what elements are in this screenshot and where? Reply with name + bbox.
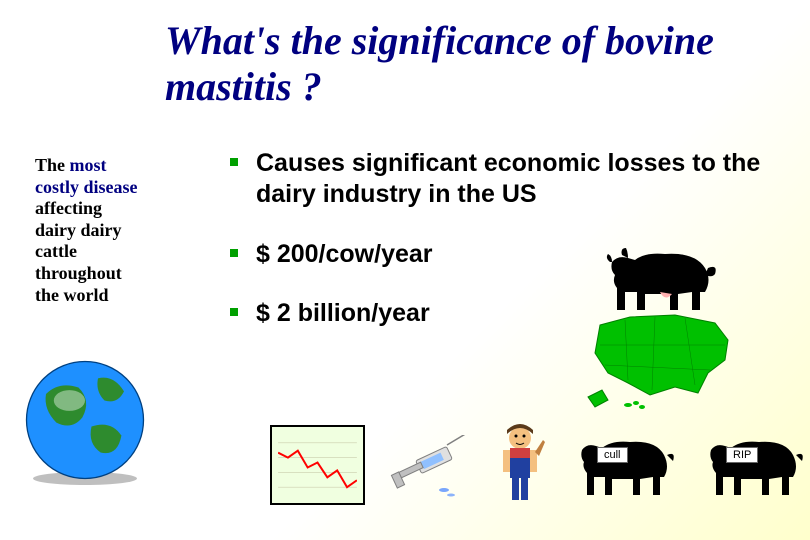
sidebar-callout: The most costly disease affecting dairy … xyxy=(35,155,145,306)
slide-title: What's the significance of bovine mastit… xyxy=(165,18,765,110)
bullet-marker-icon xyxy=(230,308,238,316)
bullet-item: Causes significant economic losses to th… xyxy=(230,148,790,211)
cow-cull-icon: cull xyxy=(572,427,677,505)
cow-icon xyxy=(600,240,720,315)
bullet-text: $ 200/cow/year xyxy=(256,239,433,270)
bullet-text: Causes significant economic losses to th… xyxy=(256,148,790,211)
rip-label: RIP xyxy=(726,447,758,463)
decline-chart-icon xyxy=(270,425,365,505)
bullet-text: $ 2 billion/year xyxy=(256,298,430,329)
globe-icon xyxy=(20,355,150,485)
farmer-icon xyxy=(493,420,548,505)
cull-label: cull xyxy=(597,447,628,463)
us-map-icon xyxy=(580,305,740,415)
sidebar-prefix: The xyxy=(35,155,70,175)
bullet-marker-icon xyxy=(230,249,238,257)
footer-icon-row: cull RIP xyxy=(270,420,806,505)
syringe-icon xyxy=(389,435,469,505)
bullet-marker-icon xyxy=(230,158,238,166)
cow-rip-icon: RIP xyxy=(701,427,806,505)
sidebar-suffix: affecting dairy dairy cattle throughout … xyxy=(35,198,122,304)
